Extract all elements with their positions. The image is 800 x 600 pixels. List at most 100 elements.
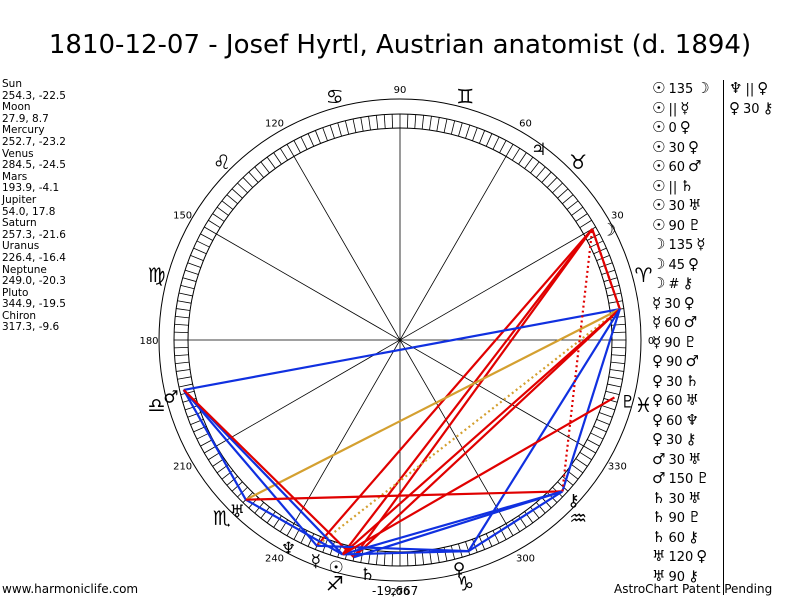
aspect-type: 30 [668,452,685,468]
aspect-row: ♀ 60 ♅ [652,391,710,411]
planet-name-venus: Venus [2,147,34,160]
aspect-planet-a: ☽ [652,254,666,273]
aspect-type: 90 [666,355,683,370]
degree-tick [443,118,448,133]
house-spoke [216,233,584,447]
aspect-planet-b: ♀ [688,137,699,156]
zodiac-sign-glyph: ♏ [213,506,231,530]
degree-tick [260,506,270,519]
aspect-type: 60 [666,394,683,409]
aspect-planet-b: ⚷ [688,527,699,546]
zodiac-sign-glyph: ♐ [326,571,344,595]
degree-tick [607,383,622,388]
degree-tick [176,308,191,311]
aspect-planet-a: ☉ [652,79,666,97]
degree-label: 120 [265,119,284,130]
aspect-line [316,228,594,547]
degree-tick [314,130,321,144]
planet-coords-neptune: 249.0, -20.3 [2,275,66,288]
aspect-planet-b: ♇ [688,508,702,526]
degree-tick [196,240,210,248]
degree-tick [535,502,546,514]
aspect-line [245,308,621,501]
degree-tick [178,292,193,297]
degree-tick [575,213,588,222]
aspect-planet-b: ☽ [696,79,710,97]
aspect-row: ☉ 30 ♅ [652,196,710,216]
aspect-planet-b: ♇ [696,469,710,487]
aspect-planet-a: ☿ [652,313,662,331]
degree-tick [208,219,221,228]
degree-tick [472,127,478,141]
aspect-row: ☉ || ♄ [652,177,710,197]
aspect-type: || [668,179,678,195]
degree-tick [178,383,193,388]
aspect-planet-b: ♅ [688,196,702,214]
degree-tick [200,439,214,447]
degree-tick [458,122,463,137]
aspect-type: || [668,101,678,117]
aspect-line [561,228,594,492]
aspect-row: ☿ 60 ♂ [652,313,710,333]
zodiac-sign-glyph: ♎ [148,393,166,417]
planet-name-mars: Mars [2,170,28,183]
planet-coords-chiron: 317.3, -9.6 [2,321,60,334]
degree-tick [352,118,357,133]
degree-tick [575,458,588,467]
aspect-type: 90 [664,335,681,351]
planet-glyph-saturn: ♄ [360,565,375,585]
degree-tick [562,194,574,205]
aspect-planet-a: ☉ [652,215,666,234]
zodiac-sign-glyph: ♓ [634,393,652,417]
degree-tick [479,130,486,144]
planet-glyph-mars: ♂ [163,388,178,408]
zodiac-sign-glyph: ♍ [148,263,166,287]
site-credit: www.harmoniclife.com [2,582,139,596]
planet-name-moon: Moon [2,101,31,114]
aspect-planet-b: ♅ [688,449,702,468]
degree-tick [586,233,600,241]
aspect-line [316,308,621,547]
degree-tick [204,226,217,235]
degree-tick [546,177,558,188]
planet-glyph-mercury: ☿ [311,551,321,571]
zodiac-sign-glyph: ♊ [456,85,474,109]
aspect-line [561,308,621,492]
degree-tick [485,533,493,547]
degree-tick [414,114,417,129]
degree-tick [608,376,623,380]
aspect-line [591,228,621,310]
aspect-line [353,490,563,559]
aspect-planet-a: ♀ [652,410,663,429]
aspect-row: ☉ || ☿ [652,99,710,119]
degree-tick [579,219,592,228]
aspect-planet-a: ♄ [652,488,666,507]
aspect-type: 120 [668,550,694,565]
degree-tick [175,361,190,365]
degree-tick [337,122,342,137]
planet-name-pluto: Pluto [2,286,29,299]
degree-tick [586,439,600,447]
aspect-line [341,228,594,556]
aspect-planet-b: ♂ [685,352,699,370]
aspect-planet-a: ♄ [652,508,666,526]
aspect-line [316,544,469,553]
chart-title: 1810-12-07 - Josef Hyrtl, Austrian anato… [48,30,752,60]
aspect-planet-a: ☉ [652,176,666,195]
degree-tick [524,156,534,169]
degree-tick [293,140,301,154]
zodiac-sign-glyph: ♉ [569,150,587,174]
degree-label: 240 [265,553,284,564]
aspect-planet-a: ♂ [652,469,666,487]
aspect-row: ☉ 90 ♇ [652,216,710,236]
planet-coords-sun: 254.3, -22.5 [2,89,66,102]
degree-tick [414,551,417,566]
degree-tick [492,530,500,544]
degree-tick [512,148,521,161]
aspect-planet-b: ♂ [683,313,698,331]
planet-glyph-pluto: ♇ [620,392,635,412]
planet-glyph-neptune: ♆ [281,539,296,559]
aspect-row: ♀ 30 ⚷ [652,430,710,450]
planet-name-mercury: Mercury [2,124,45,137]
aspect-planet-b: ♅ [688,488,702,507]
